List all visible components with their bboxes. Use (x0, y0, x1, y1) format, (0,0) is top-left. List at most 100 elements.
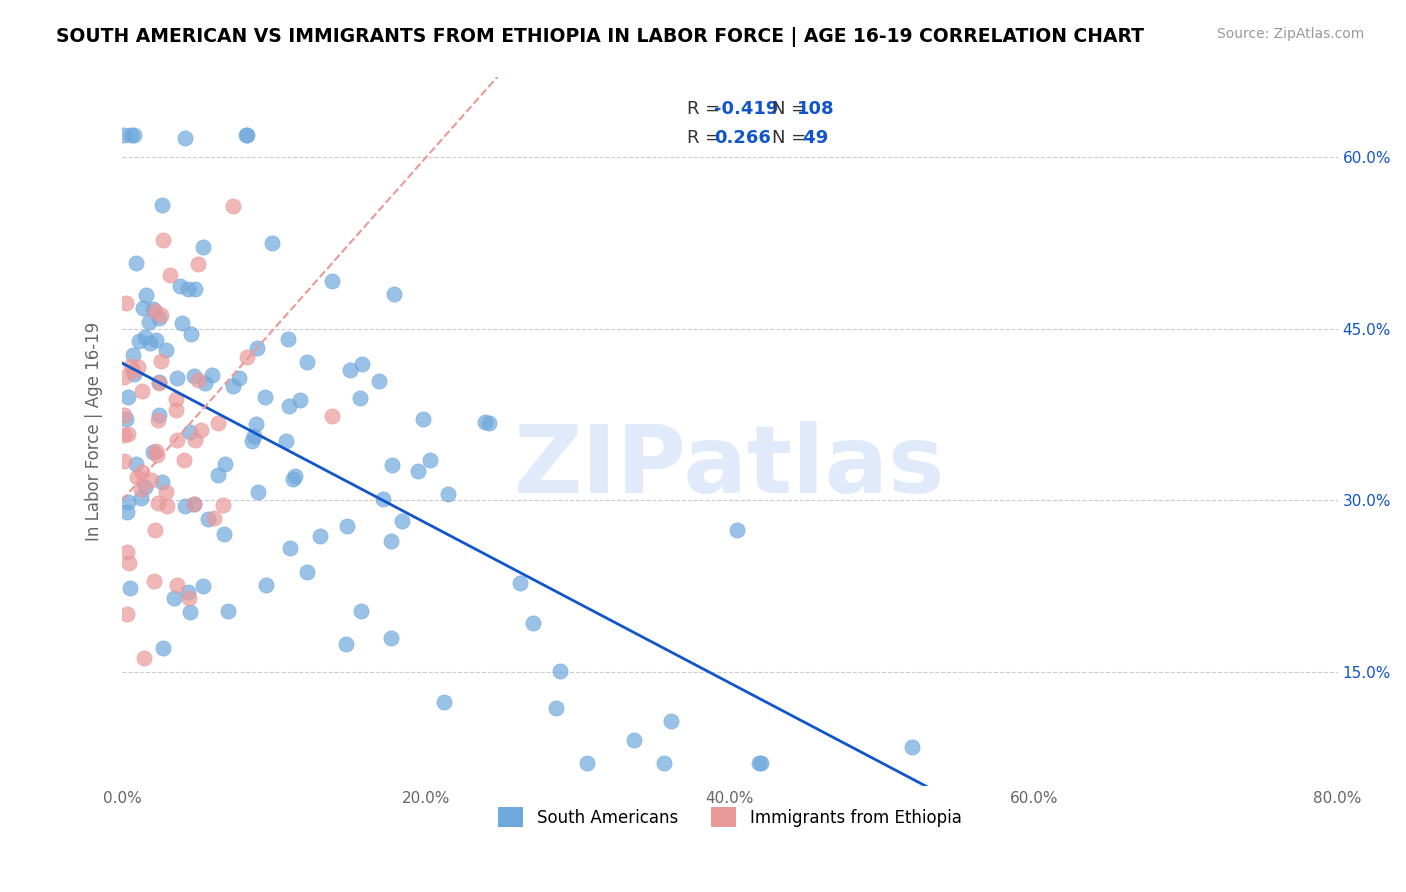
Point (139, 336, 162, 351)
Point (184, 282, 207, 296)
Point (148, 408, 170, 422)
Point (652, 756, 675, 770)
Point (191, 240, 214, 254)
Point (145, 448, 167, 462)
Point (179, 425, 201, 440)
Point (127, 359, 149, 374)
Point (254, 577, 277, 591)
Point (120, 581, 142, 595)
Point (197, 512, 219, 526)
Point (380, 632, 402, 646)
Point (187, 374, 209, 388)
Point (228, 370, 250, 384)
Point (155, 500, 177, 514)
Text: 0.266: 0.266 (714, 128, 770, 146)
Point (183, 497, 205, 511)
Point (166, 578, 188, 592)
Point (117, 390, 139, 404)
Point (352, 357, 374, 371)
Point (339, 362, 361, 376)
Point (131, 465, 153, 479)
Point (150, 308, 173, 322)
Point (211, 498, 233, 512)
Point (412, 411, 434, 425)
Point (406, 464, 429, 478)
Point (242, 429, 264, 443)
Point (166, 402, 188, 417)
Point (120, 128, 142, 142)
Point (222, 199, 245, 213)
Point (277, 332, 299, 346)
Point (522, 616, 544, 631)
Point (152, 233, 174, 247)
Point (177, 585, 200, 599)
Point (288, 393, 311, 408)
Point (112, 128, 135, 142)
Legend: South Americans, Immigrants from Ethiopia: South Americans, Immigrants from Ethiopi… (492, 800, 969, 834)
Text: ZIPatlas: ZIPatlas (515, 421, 945, 513)
Point (478, 417, 501, 431)
Point (901, 740, 924, 755)
Point (349, 603, 371, 617)
Point (194, 376, 217, 390)
Point (142, 301, 165, 316)
Point (150, 198, 173, 212)
Point (179, 605, 201, 619)
Point (155, 343, 177, 358)
Point (117, 427, 139, 442)
Point (246, 341, 269, 355)
Point (246, 485, 269, 500)
Point (129, 482, 152, 496)
Point (132, 651, 155, 665)
Point (112, 370, 135, 384)
Point (143, 523, 166, 537)
Point (281, 472, 304, 486)
Point (159, 268, 181, 282)
Point (177, 591, 200, 605)
Point (222, 379, 245, 393)
Text: Source: ZipAtlas.com: Source: ZipAtlas.com (1216, 27, 1364, 41)
Point (155, 484, 177, 499)
Point (371, 491, 394, 506)
Point (124, 368, 146, 382)
Point (115, 607, 138, 621)
Point (278, 541, 301, 555)
Point (117, 495, 139, 509)
Point (148, 310, 170, 325)
Point (191, 579, 214, 593)
Point (214, 458, 236, 472)
Point (245, 417, 267, 431)
Point (262, 235, 284, 250)
Point (115, 545, 138, 559)
Point (166, 433, 188, 447)
Point (391, 514, 413, 528)
Point (335, 519, 357, 533)
Point (207, 467, 229, 482)
Point (380, 533, 402, 548)
Point (122, 128, 145, 142)
Point (118, 556, 141, 570)
Point (382, 286, 405, 301)
Point (163, 591, 186, 606)
Point (321, 409, 343, 423)
Point (277, 399, 299, 413)
Point (335, 637, 357, 651)
Point (349, 392, 371, 406)
Point (240, 434, 263, 449)
Point (202, 510, 225, 524)
Point (138, 315, 160, 329)
Point (149, 354, 172, 368)
Point (295, 355, 318, 369)
Point (183, 368, 205, 383)
Point (748, 756, 770, 770)
Point (509, 576, 531, 591)
Point (546, 700, 568, 714)
Point (115, 295, 138, 310)
Text: N =: N = (772, 100, 813, 119)
Point (201, 368, 224, 382)
Point (436, 487, 458, 501)
Point (433, 695, 456, 709)
Point (134, 480, 156, 494)
Point (190, 423, 212, 437)
Point (274, 434, 297, 448)
